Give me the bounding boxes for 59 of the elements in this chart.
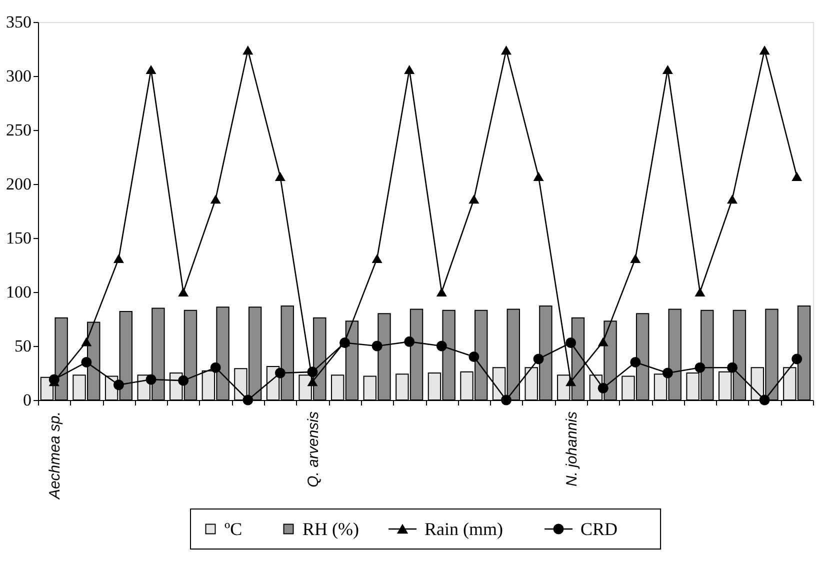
point [598,337,608,346]
point [727,194,738,204]
point [307,377,318,386]
point [404,64,415,74]
point [81,356,92,368]
point [242,46,254,55]
point [113,254,124,264]
point [727,362,738,373]
point [307,366,318,378]
point [566,338,576,348]
point [759,46,770,55]
legend-label: RH (%) [302,519,359,539]
point [533,354,544,364]
point [210,362,221,373]
point [113,380,124,390]
point [759,394,770,406]
point [500,46,512,55]
x-tick-label: Aechmea sp. [46,412,64,500]
point [436,340,447,352]
point [792,172,802,181]
point [146,374,156,385]
point [178,375,189,386]
point [404,336,415,347]
x-tick-label: Q. arvensis [304,411,322,488]
point [598,382,608,394]
point [630,254,641,264]
point [178,287,189,297]
point [662,368,673,378]
y-tick-label: 0 [23,390,32,410]
point [436,287,447,297]
y-tick-label: 50 [14,336,32,356]
point [210,194,221,204]
legend-label: ºC [224,519,242,539]
point [792,354,802,364]
point [694,362,706,373]
y-tick-label: 200 [6,174,32,194]
point [81,337,92,346]
point [694,287,706,297]
point [533,172,544,181]
legend-label: CRD [580,519,618,539]
legend-label: Rain (mm) [424,519,503,539]
y-tick-label: 150 [6,228,32,248]
point [274,368,286,378]
y-tick-label: 350 [6,12,32,32]
point [630,356,641,368]
point [146,64,156,74]
point [566,377,576,386]
point [468,352,480,362]
point [500,394,512,406]
point [274,172,286,181]
point [242,394,254,406]
y-tick-label: 250 [6,120,32,140]
y-tick-label: 300 [6,66,32,86]
point [662,64,673,74]
point [372,340,382,352]
point [372,254,382,264]
y-tick-label: 100 [6,282,32,302]
point [468,194,480,204]
x-tick-label: N. johannis [563,411,580,487]
